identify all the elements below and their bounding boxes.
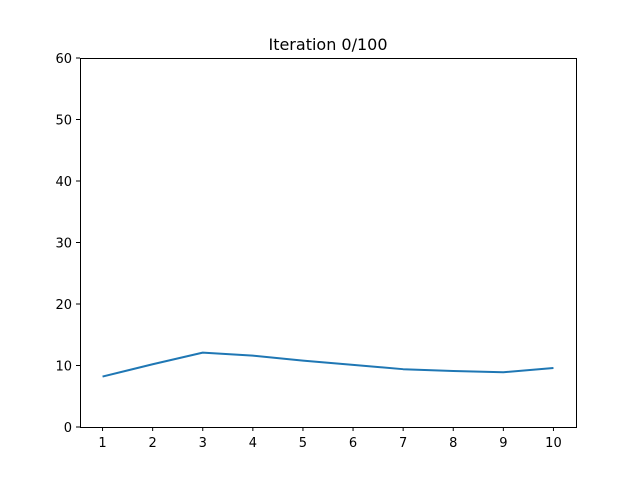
chart-title: Iteration 0/100 [268, 35, 387, 54]
series-layer [102, 351, 554, 378]
y-tick-label: 30 [55, 237, 72, 252]
x-tick-label: 7 [399, 436, 407, 451]
series-line-0 [102, 351, 554, 378]
x-tick-label: 4 [249, 436, 257, 451]
y-tick-label: 60 [55, 52, 72, 67]
y-tick-label: 0 [64, 421, 72, 436]
x-tick-label: 1 [98, 436, 106, 451]
y-tick-label: 50 [55, 114, 72, 129]
x-tick-label: 2 [149, 436, 157, 451]
x-tick-label: 6 [349, 436, 357, 451]
axis-ticks: 1 2 3 4 5 6 7 8 9 10 0 10 20 30 40 50 60 [55, 52, 561, 451]
x-tick-label: 8 [449, 436, 457, 451]
x-tick-label: 10 [545, 436, 562, 451]
y-tick-label: 20 [55, 298, 72, 313]
y-tick-label: 40 [55, 175, 72, 190]
x-tick-label: 9 [499, 436, 507, 451]
x-tick-label: 3 [199, 436, 207, 451]
x-tick-label: 5 [299, 436, 307, 451]
y-tick-label: 10 [55, 360, 72, 375]
plot-area-frame [80, 58, 577, 428]
